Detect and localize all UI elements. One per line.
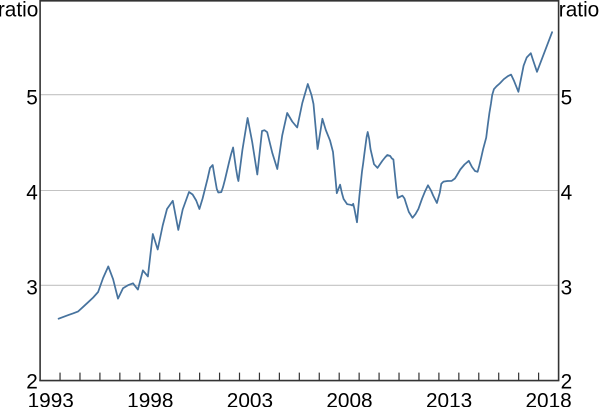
svg-text:2: 2 — [561, 370, 573, 393]
svg-text:1993: 1993 — [28, 389, 74, 407]
svg-text:5: 5 — [26, 86, 38, 109]
svg-text:1998: 1998 — [127, 389, 173, 407]
svg-text:2013: 2013 — [426, 389, 472, 407]
svg-text:ratio: ratio — [0, 0, 38, 22]
svg-text:3: 3 — [561, 277, 573, 300]
svg-text:3: 3 — [26, 277, 38, 300]
svg-text:2018: 2018 — [525, 389, 571, 407]
svg-text:2008: 2008 — [326, 389, 372, 407]
svg-text:4: 4 — [26, 182, 38, 205]
svg-text:2003: 2003 — [227, 389, 273, 407]
svg-text:5: 5 — [561, 86, 573, 109]
svg-text:2: 2 — [26, 370, 38, 393]
svg-text:4: 4 — [561, 182, 573, 205]
svg-text:ratio: ratio — [559, 0, 599, 22]
